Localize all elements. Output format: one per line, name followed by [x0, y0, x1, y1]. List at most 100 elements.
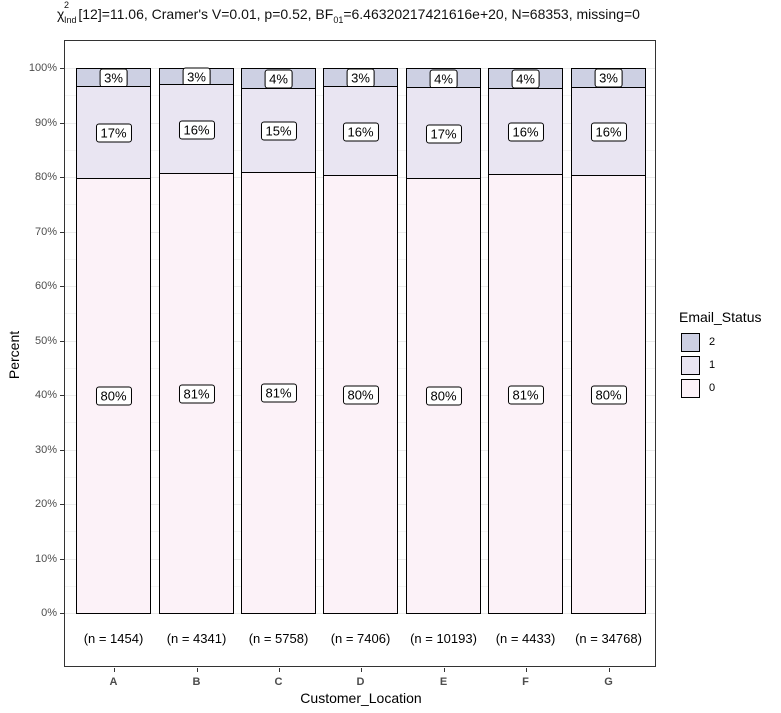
segment-status-2: 3%	[571, 68, 646, 88]
y-axis-title: Percent	[6, 330, 22, 380]
y-tick-label: 70%	[34, 226, 57, 238]
percent-label: 4%	[264, 69, 293, 89]
percent-label: 16%	[342, 122, 379, 142]
segment-status-1: 16%	[571, 87, 646, 176]
y-tick	[60, 123, 64, 124]
legend-swatch	[681, 333, 700, 352]
segment-status-2: 3%	[159, 67, 234, 87]
percent-label: 80%	[95, 386, 132, 406]
x-tick	[197, 668, 198, 672]
y-tick	[60, 559, 64, 560]
segment-status-2: 4%	[241, 68, 316, 89]
x-tick-label: G	[604, 676, 613, 688]
title-stats: [12]=11.06, Cramer's V=0.01, p=0.52, BF	[78, 6, 334, 22]
bar-G: 3% 16% 80%	[571, 68, 646, 614]
segment-status-1: 17%	[76, 86, 151, 179]
x-axis-title: Customer_Location	[300, 690, 422, 706]
sample-size-label: (n = 7406)	[330, 631, 391, 646]
y-tick-label: 30%	[34, 444, 57, 456]
legend-swatch	[681, 379, 700, 398]
legend-label: 1	[709, 359, 716, 371]
x-tick-label: F	[522, 676, 529, 688]
x-tick-label: B	[192, 676, 201, 688]
percent-label: 80%	[590, 385, 627, 405]
y-tick-label: 80%	[34, 171, 57, 183]
x-tick	[609, 668, 610, 672]
bar-F: 4% 16% 81%	[488, 68, 563, 614]
bar-B: 3% 16% 81%	[159, 67, 234, 614]
y-tick	[60, 286, 64, 287]
y-tick	[60, 450, 64, 451]
legend-label: 0	[709, 382, 716, 394]
segment-status-0: 80%	[571, 175, 646, 614]
legend-title: Email_Status	[679, 309, 762, 325]
legend-item-0: 0	[679, 377, 761, 400]
percent-label: 81%	[178, 384, 215, 404]
percent-label: 81%	[507, 385, 544, 405]
sample-size-label: (n = 1454)	[83, 631, 144, 646]
chart-title: χ 2 Ind [12]=11.06, Cramer's V=0.01, p=0.52…	[57, 0, 640, 25]
y-tick	[60, 613, 64, 614]
y-tick	[60, 232, 64, 233]
sample-size-label: (n = 4433)	[495, 631, 556, 646]
y-tick-label: 50%	[34, 335, 57, 347]
sample-size-label: (n = 10193)	[410, 631, 477, 646]
legend-label: 2	[709, 336, 716, 348]
percent-label: 4%	[511, 69, 540, 89]
bar-C: 4% 15% 81%	[241, 68, 316, 614]
sample-size-label: (n = 5758)	[248, 631, 309, 646]
sample-size-label: (n = 4341)	[166, 631, 227, 646]
segment-status-1: 16%	[159, 84, 234, 174]
segment-status-0: 80%	[406, 178, 481, 614]
y-tick	[60, 504, 64, 505]
segment-status-0: 80%	[76, 178, 151, 614]
percent-label: 3%	[99, 68, 128, 88]
segment-status-2: 4%	[406, 68, 481, 89]
y-tick-label: 0%	[41, 607, 57, 619]
x-tick-label: A	[109, 676, 118, 688]
percent-label: 80%	[342, 385, 379, 405]
percent-label: 81%	[260, 383, 297, 403]
segment-status-0: 81%	[488, 174, 563, 614]
y-tick-label: 100%	[28, 62, 57, 74]
chi-symbol: χ 2 Ind	[57, 0, 77, 25]
x-tick	[361, 668, 362, 672]
percent-label: 16%	[178, 120, 215, 140]
bar-D: 3% 16% 80%	[323, 68, 398, 614]
legend-item-1: 1	[679, 354, 761, 377]
percent-label: 3%	[594, 68, 623, 88]
x-tick-label: C	[274, 676, 283, 688]
percent-label: 3%	[346, 68, 375, 88]
percent-label: 4%	[429, 69, 458, 89]
y-tick-label: 40%	[34, 389, 57, 401]
sample-size-label: (n = 34768)	[575, 631, 642, 646]
x-tick-label: E	[439, 676, 448, 688]
segment-status-2: 3%	[323, 68, 398, 88]
y-tick	[60, 68, 64, 69]
bar-A: 3% 17% 80%	[76, 68, 151, 614]
x-tick	[526, 668, 527, 672]
segment-status-1: 16%	[488, 88, 563, 175]
x-tick-label: D	[356, 676, 365, 688]
segment-status-0: 80%	[323, 175, 398, 614]
x-tick	[279, 668, 280, 672]
segment-status-1: 17%	[406, 87, 481, 179]
segment-status-1: 15%	[241, 88, 316, 173]
segment-status-2: 4%	[488, 68, 563, 89]
x-tick	[444, 668, 445, 672]
legend: Email_Status 2 1 0	[679, 309, 761, 400]
percent-label: 80%	[425, 386, 462, 406]
y-tick-label: 60%	[34, 280, 57, 292]
percent-label: 16%	[507, 122, 544, 142]
percent-label: 17%	[425, 124, 462, 143]
y-tick-label: 90%	[34, 117, 57, 129]
y-tick	[60, 395, 64, 396]
percent-label: 17%	[95, 123, 132, 143]
segment-status-0: 81%	[159, 173, 234, 614]
percent-label: 16%	[590, 122, 627, 142]
legend-swatch	[681, 356, 700, 375]
segment-status-0: 81%	[241, 172, 316, 614]
y-tick	[60, 177, 64, 178]
bar-E: 4% 17% 80%	[406, 68, 481, 614]
x-tick	[114, 668, 115, 672]
